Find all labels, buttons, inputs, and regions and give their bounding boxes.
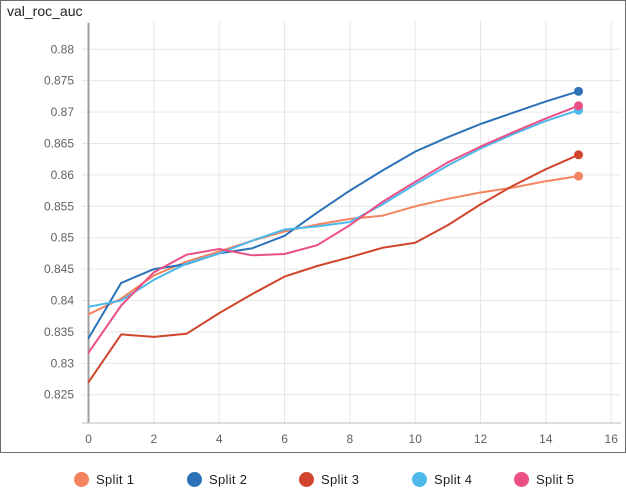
y-tick-label: 0.855: [44, 199, 74, 213]
series-line-split-4: [87, 109, 580, 308]
x-tick-label: 16: [605, 432, 619, 446]
y-tick-label: 0.865: [44, 136, 74, 150]
legend-label: Split 1: [96, 471, 135, 487]
x-tick-label: 10: [409, 432, 423, 446]
series-line-split-5: [87, 104, 580, 354]
series-endpoint-split-2: [574, 86, 584, 96]
x-tick-label: 4: [216, 432, 223, 446]
legend-swatch: [412, 471, 427, 487]
legend-item-split-1[interactable]: Split 1: [74, 462, 134, 496]
legend-item-split-3[interactable]: Split 3: [299, 462, 359, 496]
x-tick-label: 8: [347, 432, 354, 446]
legend-label: Split 2: [209, 471, 248, 487]
legend-item-split-5[interactable]: Split 5: [514, 462, 574, 496]
legend-label: Split 5: [536, 471, 575, 487]
x-tick-label: 2: [151, 432, 158, 446]
x-tick-label: 0: [85, 432, 92, 446]
chart-legend: Split 1 Split 2 Split 3 Split 4 Split 5: [0, 460, 626, 496]
y-tick-label: 0.88: [51, 42, 75, 56]
series-endpoint-split-1: [574, 171, 584, 181]
y-tick-label: 0.825: [44, 388, 74, 402]
x-tick-label: 14: [539, 432, 553, 446]
chart-title: val_roc_auc: [7, 3, 83, 19]
x-tick-label: 12: [474, 432, 488, 446]
y-tick-label: 0.83: [51, 356, 75, 370]
y-tick-label: 0.87: [51, 105, 75, 119]
y-tick-label: 0.86: [51, 168, 75, 182]
series-line-split-3: [87, 153, 580, 384]
series-line-split-2: [87, 90, 580, 340]
y-tick-label: 0.84: [51, 294, 75, 308]
y-tick-label: 0.875: [44, 74, 74, 88]
legend-item-split-4[interactable]: Split 4: [412, 462, 472, 496]
chart-panel: val_roc_auc 0.825 0.83 0.835 0.84 0.845 0.85 0…: [0, 0, 626, 453]
legend-label: Split 3: [321, 471, 360, 487]
series-line-split-1: [87, 175, 580, 316]
x-tick-label: 6: [281, 432, 288, 446]
y-tick-label: 0.835: [44, 325, 74, 339]
line-chart: 0.825 0.83 0.835 0.84 0.845 0.85 0.855 0.86 0.86…: [44, 21, 621, 446]
legend-swatch: [299, 471, 314, 487]
legend-swatch: [187, 471, 202, 487]
legend-label: Split 4: [434, 471, 473, 487]
y-tick-label: 0.85: [51, 231, 75, 245]
legend-swatch: [74, 471, 89, 487]
series-endpoint-split-3: [574, 150, 584, 160]
series-endpoint-split-5: [574, 101, 584, 111]
legend-item-split-2[interactable]: Split 2: [187, 462, 247, 496]
y-tick-label: 0.845: [44, 262, 74, 276]
legend-swatch: [514, 471, 529, 487]
